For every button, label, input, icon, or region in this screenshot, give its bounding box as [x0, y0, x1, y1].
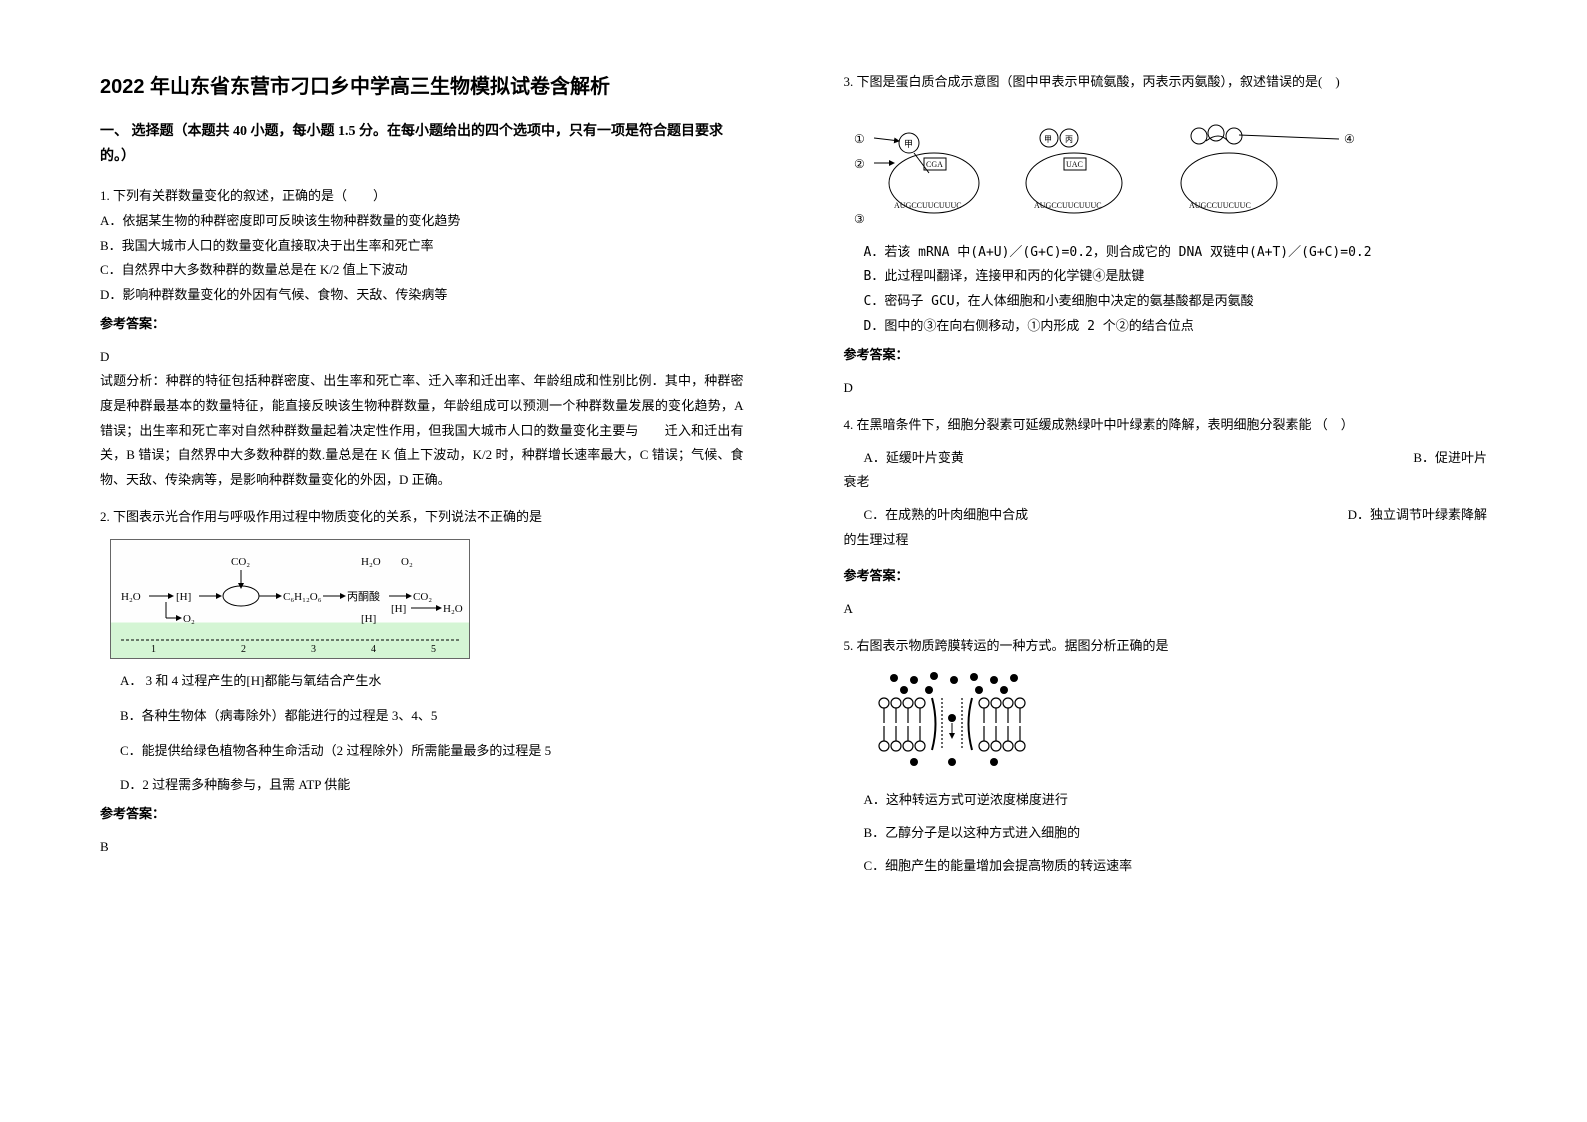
- svg-text:1: 1: [151, 644, 156, 655]
- q4-option-b-cont: 衰老: [844, 470, 1488, 495]
- q4-option-b: B．促进叶片: [1294, 446, 1487, 471]
- q4-answer-label: 参考答案：: [844, 564, 1488, 589]
- q3-stem: 3. 下图是蛋白质合成示意图（图中甲表示甲硫氨酸，丙表示丙氨酸），叙述错误的是(…: [844, 70, 1488, 95]
- q5-option-a: A．这种转运方式可逆浓度梯度进行: [844, 788, 1488, 813]
- label-o2-bot: O₂: [183, 613, 195, 625]
- section-1-header: 一、 选择题（本题共 40 小题，每小题 1.5 分。在每小题给出的四个选项中，…: [100, 119, 744, 169]
- q3-option-d: D．图中的③在向右侧移动，①内形成 2 个②的结合位点: [844, 315, 1488, 340]
- label-o2-top: O₂: [401, 556, 413, 568]
- label-co2-top: CO₂: [231, 556, 250, 568]
- q3-answer-label: 参考答案：: [844, 343, 1488, 368]
- q2-stem: 2. 下图表示光合作用与呼吸作用过程中物质变化的关系，下列说法不正确的是: [100, 505, 744, 530]
- label-pyruvate: 丙酮酸: [347, 589, 380, 603]
- q1-answer-label: 参考答案：: [100, 312, 744, 337]
- label-c6: C₆H₁₂O₆: [283, 591, 322, 603]
- question-3: 3. 下图是蛋白质合成示意图（图中甲表示甲硫氨酸，丙表示丙氨酸），叙述错误的是(…: [844, 70, 1488, 401]
- q3-answer: D: [844, 376, 1488, 401]
- label-codon2: UAC: [1066, 160, 1083, 169]
- q2-diagram-svg: H₂O [H] CO₂ C₆H₁₂O₆ 丙酮酸 CO₂ H₂O O₂ O₂ [H…: [111, 540, 469, 658]
- svg-text:甲: 甲: [1044, 135, 1052, 144]
- label-co2-right: CO₂: [413, 591, 432, 603]
- label-mrna2: AUGCCUUCUUUC: [1034, 201, 1102, 210]
- q2-option-d: D．2 过程需多种酶参与，且需 ATP 供能: [100, 773, 744, 798]
- q4-option-d: D．独立调节叶绿素降解: [1230, 503, 1487, 528]
- q1-stem: 1. 下列有关群数量变化的叙述，正确的是（ ）: [100, 184, 744, 209]
- q2-diagram: H₂O [H] CO₂ C₆H₁₂O₆ 丙酮酸 CO₂ H₂O O₂ O₂ [H…: [110, 539, 470, 659]
- question-5: 5. 右图表示物质跨膜转运的一种方式。据图分析正确的是: [844, 634, 1488, 879]
- label-circle-1: ①: [854, 132, 865, 146]
- question-1: 1. 下列有关群数量变化的叙述，正确的是（ ） A．依据某生物的种群密度即可反映…: [100, 184, 744, 492]
- q2-option-b: B．各种生物体（病毒除外）都能进行的过程是 3、4、5: [100, 704, 744, 729]
- label-h-1: [H]: [176, 591, 191, 603]
- label-h2o-right: H₂O: [443, 603, 463, 615]
- q4-option-a: A．延缓叶片变黄: [844, 446, 1294, 471]
- document-title: 2022 年山东省东营市刁口乡中学高三生物模拟试卷含解析: [100, 70, 744, 99]
- q1-option-d: D．影响种群数量变化的外因有气候、食物、天敌、传染病等: [100, 283, 744, 308]
- label-h2o-left: H₂O: [121, 591, 141, 603]
- label-h-2: [H]: [361, 613, 376, 625]
- q5-option-b: B．乙醇分子是以这种方式进入细胞的: [844, 821, 1488, 846]
- q5-diagram-svg: [864, 668, 1044, 768]
- svg-text:4: 4: [371, 644, 376, 655]
- q5-option-c: C．细胞产生的能量增加会提高物质的转运速率: [844, 854, 1488, 879]
- q4-option-c: C．在成熟的叶肉细胞中合成: [844, 503, 1230, 528]
- svg-text:5: 5: [431, 644, 436, 655]
- question-2: 2. 下图表示光合作用与呼吸作用过程中物质变化的关系，下列说法不正确的是 H₂O…: [100, 505, 744, 860]
- svg-text:甲: 甲: [904, 139, 913, 149]
- svg-text:丙: 丙: [1065, 135, 1073, 144]
- label-circle-3: ③: [854, 212, 865, 226]
- q3-option-a: A．若该 mRNA 中(A+U)／(G+C)=0.2，则合成它的 DNA 双链中…: [844, 241, 1488, 266]
- q3-option-c: C．密码子 GCU，在人体细胞和小麦细胞中决定的氨基酸都是丙氨酸: [844, 290, 1488, 315]
- label-mrna3: AUGCCUUCUUC: [1189, 201, 1251, 210]
- q2-answer-label: 参考答案：: [100, 802, 744, 827]
- q3-diagram: ① ② ③ 甲 CGA AUGCCUUCUUUC 甲 丙: [844, 103, 1404, 233]
- q5-stem: 5. 右图表示物质跨膜转运的一种方式。据图分析正确的是: [844, 634, 1488, 659]
- label-h2o-top: H₂O: [361, 556, 381, 568]
- svg-text:3: 3: [311, 644, 316, 655]
- label-codon1: CGA: [926, 160, 943, 169]
- q2-answer: B: [100, 835, 744, 860]
- q5-diagram: [864, 668, 1044, 768]
- q2-option-c: C．能提供给绿色植物各种生命活动（2 过程除外）所需能量最多的过程是 5: [100, 739, 744, 764]
- q1-answer: D: [100, 345, 744, 370]
- q1-analysis: 试题分析：种群的特征包括种群密度、出生率和死亡率、迁入率和迁出率、年龄组成和性别…: [100, 369, 744, 492]
- q4-answer: A: [844, 597, 1488, 622]
- q4-option-d-cont: 的生理过程: [844, 528, 1488, 553]
- q4-stem: 4. 在黑暗条件下，细胞分裂素可延缓成熟绿叶中叶绿素的降解，表明细胞分裂素能 （…: [844, 413, 1488, 438]
- label-mrna1: AUGCCUUCUUUC: [894, 201, 962, 210]
- right-column: 3. 下图是蛋白质合成示意图（图中甲表示甲硫氨酸，丙表示丙氨酸），叙述错误的是(…: [794, 0, 1587, 1122]
- svg-text:2: 2: [241, 644, 246, 655]
- q1-option-c: C．自然界中大多数种群的数量总是在 K/2 值上下波动: [100, 258, 744, 283]
- q3-option-b: B．此过程叫翻译，连接甲和丙的化学键④是肽键: [844, 265, 1488, 290]
- q2-option-a: A． 3 和 4 过程产生的[H]都能与氧结合产生水: [100, 669, 744, 694]
- question-4: 4. 在黑暗条件下，细胞分裂素可延缓成熟绿叶中叶绿素的降解，表明细胞分裂素能 （…: [844, 413, 1488, 622]
- q1-option-b: B．我国大城市人口的数量变化直接取决于出生率和死亡率: [100, 234, 744, 259]
- label-circle-2: ②: [854, 157, 865, 171]
- q1-option-a: A．依据某生物的种群密度即可反映该生物种群数量的变化趋势: [100, 209, 744, 234]
- q3-diagram-svg: ① ② ③ 甲 CGA AUGCCUUCUUUC 甲 丙: [844, 103, 1404, 233]
- left-column: 2022 年山东省东营市刁口乡中学高三生物模拟试卷含解析 一、 选择题（本题共 …: [0, 0, 794, 1122]
- label-circle-4: ④: [1344, 132, 1355, 146]
- label-h-3: [H]: [391, 603, 406, 615]
